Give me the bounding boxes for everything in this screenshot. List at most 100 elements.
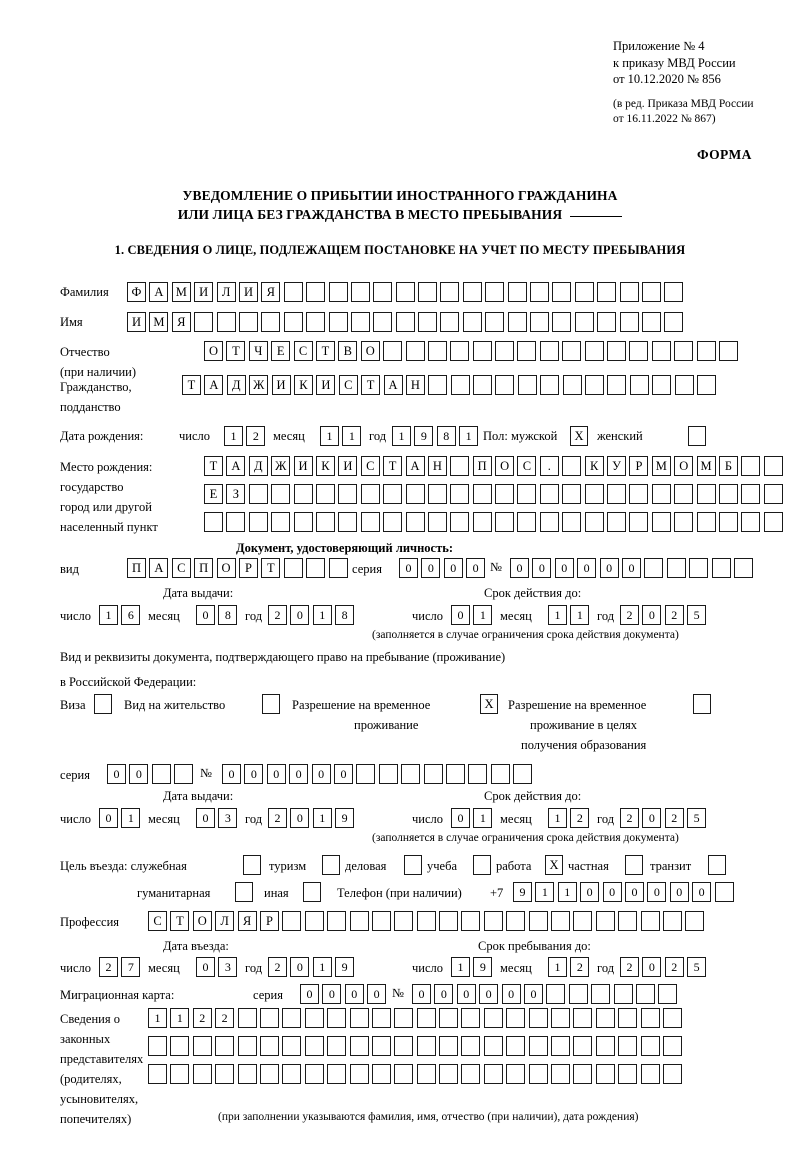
char-cell[interactable]: А — [204, 375, 224, 395]
char-cell[interactable]: 0 — [642, 808, 662, 828]
purpose-study-checkbox[interactable] — [473, 855, 491, 875]
char-cell[interactable] — [644, 558, 664, 578]
char-cell[interactable]: 0 — [554, 558, 574, 578]
char-cell[interactable]: 0 — [669, 882, 689, 902]
char-cell[interactable] — [371, 1064, 391, 1084]
char-cell[interactable] — [450, 484, 470, 504]
char-cell[interactable]: 0 — [602, 882, 622, 902]
char-cell[interactable]: 0 — [501, 984, 521, 1004]
char-cell[interactable] — [304, 1008, 324, 1028]
char-cell[interactable] — [283, 312, 303, 332]
char-cell[interactable] — [619, 282, 639, 302]
char-cell[interactable]: З — [226, 484, 246, 504]
char-cell[interactable] — [651, 341, 671, 361]
char-cell[interactable]: 3 — [218, 808, 238, 828]
char-cell[interactable] — [530, 312, 550, 332]
char-cell[interactable]: 1 — [312, 957, 332, 977]
char-cell[interactable]: А — [405, 456, 425, 476]
char-cell[interactable]: Т — [383, 456, 403, 476]
char-cell[interactable]: М — [171, 282, 191, 302]
char-cell[interactable] — [315, 484, 335, 504]
char-cell[interactable] — [304, 911, 324, 931]
char-cell[interactable]: 8 — [436, 426, 456, 446]
char-cell[interactable] — [473, 375, 493, 395]
char-cell[interactable]: 2 — [570, 808, 590, 828]
char-cell[interactable] — [658, 984, 678, 1004]
char-cell[interactable]: А — [149, 282, 169, 302]
purpose-official-checkbox[interactable] — [243, 855, 261, 875]
char-cell[interactable]: Д — [226, 375, 246, 395]
char-cell[interactable] — [416, 1064, 436, 1084]
char-cell[interactable] — [551, 911, 571, 931]
char-cell[interactable]: 9 — [473, 957, 493, 977]
char-cell[interactable] — [584, 484, 604, 504]
char-cell[interactable]: С — [517, 456, 537, 476]
char-cell[interactable]: 0 — [300, 984, 319, 1004]
char-cell[interactable] — [293, 512, 313, 532]
char-cell[interactable] — [714, 882, 734, 902]
char-cell[interactable] — [517, 512, 537, 532]
char-cell[interactable]: Р — [238, 558, 258, 578]
char-cell[interactable]: 2 — [268, 957, 287, 977]
char-cell[interactable] — [238, 312, 258, 332]
char-cell[interactable] — [696, 341, 716, 361]
purpose-transit-checkbox[interactable] — [708, 855, 726, 875]
char-cell[interactable] — [327, 1064, 347, 1084]
char-cell[interactable]: Я — [171, 312, 191, 332]
char-cell[interactable] — [584, 512, 604, 532]
char-cell[interactable] — [506, 1008, 526, 1028]
char-cell[interactable] — [416, 1008, 436, 1028]
birth-place-row-3[interactable] — [204, 512, 783, 532]
char-cell[interactable]: 0 — [523, 984, 543, 1004]
char-cell[interactable] — [551, 1064, 571, 1084]
char-cell[interactable] — [349, 1008, 369, 1028]
char-cell[interactable] — [629, 341, 649, 361]
char-cell[interactable] — [718, 341, 738, 361]
char-cell[interactable] — [383, 512, 403, 532]
char-cell[interactable]: К — [584, 456, 604, 476]
char-cell[interactable] — [483, 911, 503, 931]
char-cell[interactable] — [416, 911, 436, 931]
char-cell[interactable] — [640, 1064, 660, 1084]
char-cell[interactable]: 0 — [196, 808, 215, 828]
char-cell[interactable]: 0 — [479, 984, 499, 1004]
char-cell[interactable]: 0 — [129, 764, 149, 784]
char-cell[interactable] — [607, 375, 627, 395]
char-cell[interactable] — [483, 1064, 503, 1084]
char-cell[interactable] — [328, 558, 348, 578]
char-cell[interactable]: 0 — [290, 957, 310, 977]
char-cell[interactable] — [304, 1036, 324, 1056]
char-cell[interactable] — [539, 341, 559, 361]
char-cell[interactable]: А — [149, 558, 169, 578]
char-cell[interactable] — [629, 512, 649, 532]
char-cell[interactable]: 1 — [451, 957, 470, 977]
char-cell[interactable]: Т — [315, 341, 335, 361]
char-cell[interactable] — [618, 1036, 638, 1056]
char-cell[interactable] — [641, 282, 661, 302]
char-cell[interactable]: 9 — [335, 957, 355, 977]
char-cell[interactable] — [495, 512, 515, 532]
char-cell[interactable]: С — [171, 558, 191, 578]
char-cell[interactable] — [271, 484, 291, 504]
char-cell[interactable] — [439, 1008, 459, 1028]
char-cell[interactable] — [585, 375, 605, 395]
char-cell[interactable]: 0 — [266, 764, 286, 784]
char-cell[interactable] — [674, 512, 694, 532]
char-cell[interactable]: К — [315, 456, 335, 476]
char-cell[interactable] — [378, 764, 398, 784]
char-cell[interactable]: 0 — [290, 808, 310, 828]
char-cell[interactable] — [506, 911, 526, 931]
char-cell[interactable]: М — [149, 312, 169, 332]
sex-female-checkbox[interactable] — [688, 426, 706, 446]
char-cell[interactable]: 0 — [99, 808, 118, 828]
